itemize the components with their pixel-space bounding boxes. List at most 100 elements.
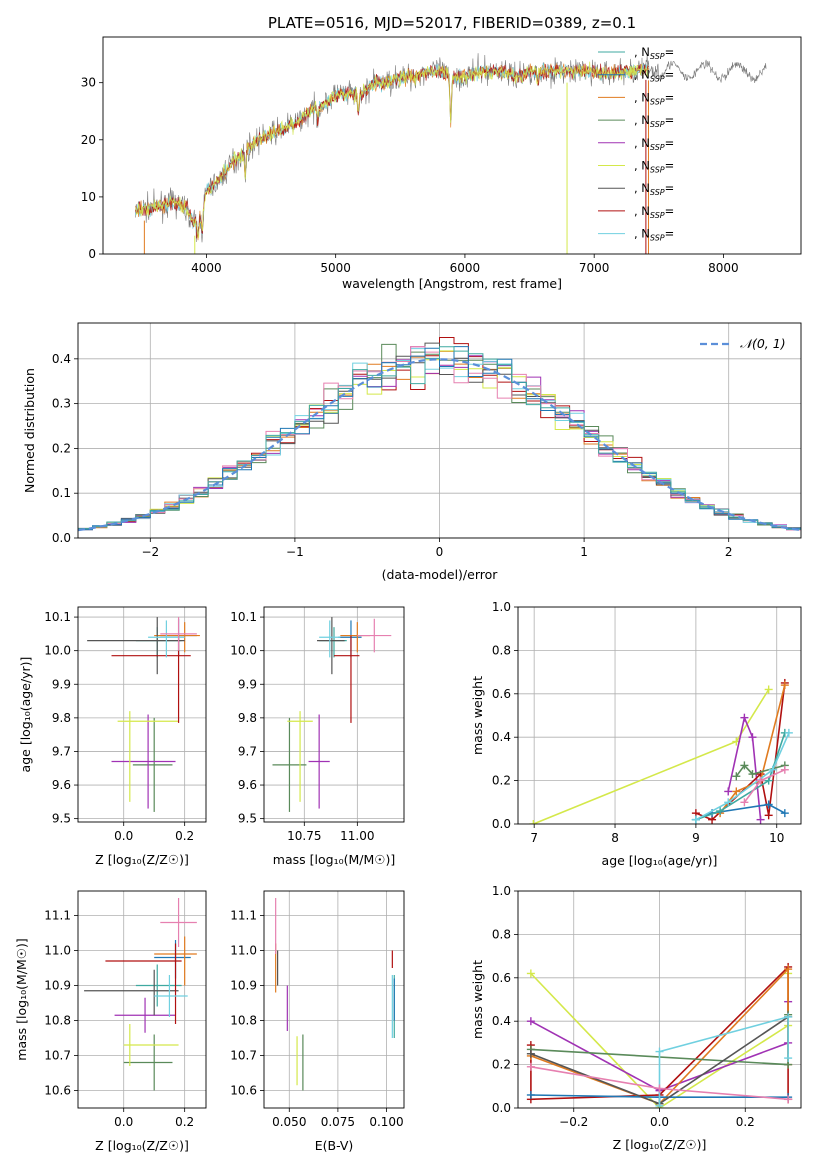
x-tick-label: 0.075 [321, 1115, 355, 1129]
x-tick-label: −2 [141, 545, 159, 559]
legend-label: , NSSP= [634, 113, 674, 129]
y-tick-label: 10.9 [44, 979, 71, 993]
legend-nssp-eq: = [665, 159, 675, 173]
legend-nssp-prefix: , N [634, 68, 650, 82]
y-tick-label: 9.7 [52, 744, 71, 758]
y-tick-label: 10.8 [44, 1014, 71, 1028]
x-axis-label: Z [log₁₀(Z/Z☉)] [613, 1137, 707, 1152]
x-tick-label: 7 [530, 831, 538, 845]
legend-nssp-eq: = [665, 181, 675, 195]
x-tick-label: 0.0 [114, 829, 133, 843]
axes-frame [263, 606, 405, 823]
legend-nssp-prefix: , N [634, 113, 650, 127]
y-tick-label: 0.4 [492, 1014, 511, 1028]
y-tick-label: 9.9 [238, 677, 257, 691]
y-tick-label: 0.2 [492, 774, 511, 788]
y-tick-label: 9.8 [52, 711, 71, 725]
plot-area [78, 891, 206, 1108]
x-tick-label: 0.2 [736, 1115, 755, 1129]
legend-label: 𝒩(0, 1) [740, 336, 786, 351]
x-tick-label: 6000 [450, 261, 481, 275]
x-tick-label: 10.75 [287, 829, 321, 843]
legend-nssp-eq: = [665, 45, 675, 59]
legend-label: , NSSP= [634, 68, 674, 84]
y-tick-label: 20 [81, 133, 96, 147]
legend-nssp-eq: = [665, 136, 675, 150]
x-axis-label: Z [log₁₀(Z/Z☉)] [95, 852, 189, 867]
x-tick-label: 0.0 [114, 1115, 133, 1129]
y-tick-label: 10.6 [44, 1084, 71, 1098]
legend-nssp-sub: SSP [650, 52, 665, 61]
legend-label: , NSSP= [634, 204, 674, 220]
x-tick-label: 2 [725, 545, 733, 559]
x-axis-label: wavelength [Angstrom, rest frame] [342, 276, 562, 291]
legend-nssp-sub: SSP [650, 143, 665, 152]
y-tick-label: 0.4 [52, 352, 71, 366]
legend-nssp-eq: = [665, 227, 675, 241]
mass-weight-line [735, 764, 786, 777]
y-axis-label: age [log₁₀(age/yr)] [18, 657, 33, 773]
legend-nssp-sub: SSP [650, 97, 665, 106]
y-tick-label: 11.0 [44, 944, 71, 958]
y-tick-label: 9.7 [238, 744, 257, 758]
age-vs-mass-panel: 10.75 11.00 9.5 9.6 9.7 9.8 9.9 10.0 10.1 mass [l… [230, 606, 405, 867]
x-tick-label: 7000 [579, 261, 610, 275]
y-tick-label: 0.1 [52, 486, 71, 500]
model-spectrum-line [135, 61, 649, 239]
mass-weight-line [533, 689, 770, 824]
legend-nssp-sub: SSP [650, 166, 665, 175]
y-tick-label: 9.6 [238, 778, 257, 792]
legend-nssp-prefix: , N [634, 90, 650, 104]
y-tick-label: 11.1 [230, 909, 257, 923]
x-axis-label: E(B-V) [315, 1138, 354, 1153]
legend-nssp-eq: = [665, 68, 675, 82]
y-tick-label: 9.9 [52, 677, 71, 691]
legend-nssp-sub: SSP [650, 211, 665, 220]
x-tick-label: 0.0 [650, 1115, 669, 1129]
y-tick-label: 0.0 [52, 531, 71, 545]
figure-title: PLATE=0516, MJD=52017, FIBERID=0389, z=0… [268, 14, 636, 32]
legend-nssp-prefix: , N [634, 204, 650, 218]
x-tick-label: 5000 [320, 261, 351, 275]
legend-nssp-prefix: , N [634, 136, 650, 150]
mass-weight-line [695, 732, 786, 821]
y-tick-label: 11.0 [230, 944, 257, 958]
legend-nssp-sub: SSP [650, 234, 665, 243]
x-tick-label: 4000 [191, 261, 222, 275]
legend-nssp-sub: SSP [650, 188, 665, 197]
y-tick-label: 0 [88, 247, 96, 261]
y-tick-label: 0.0 [492, 817, 511, 831]
mass-vs-metallicity-panel: 0.0 0.2 10.6 10.7 10.8 10.9 11.0 11.1 Z [log₁₀(Z… [14, 890, 207, 1153]
mass-weight-line [719, 684, 786, 814]
axes-frame [517, 606, 802, 825]
x-tick-label: 8 [611, 831, 619, 845]
legend-label: , NSSP= [634, 181, 674, 197]
mass-weight-vs-age-panel: 7 8 9 10 0.0 0.2 0.4 0.6 0.8 1.0 age [log₁₀(age/yr… [470, 600, 802, 868]
x-tick-label: 9 [692, 831, 700, 845]
legend-nssp-prefix: , N [634, 227, 650, 241]
y-tick-label: 30 [81, 76, 96, 90]
x-tick-label: 0.050 [272, 1115, 306, 1129]
legend-nssp-prefix: , N [634, 159, 650, 173]
y-tick-label: 10.0 [230, 644, 257, 658]
y-tick-label: 10.9 [230, 979, 257, 993]
x-tick-label: 10 [769, 831, 784, 845]
y-tick-label: 11.1 [44, 909, 71, 923]
axes-frame [263, 890, 405, 1109]
y-tick-label: 10.8 [230, 1014, 257, 1028]
y-tick-label: 0.6 [492, 971, 511, 985]
plot-area [134, 53, 767, 254]
age-vs-metallicity-panel: 0.0 0.2 9.5 9.6 9.7 9.8 9.9 10.0 10.1 Z [log₁₀(Z/… [18, 606, 207, 867]
plot-area [78, 607, 206, 822]
model-spectrum-line [135, 63, 649, 241]
legend-nssp-sub: SSP [650, 75, 665, 84]
plot-area [264, 891, 404, 1108]
y-axis-label: mass [log₁₀(M/M☉)] [14, 938, 29, 1060]
legend-label: , NSSP= [634, 159, 674, 175]
y-tick-label: 10.1 [44, 610, 71, 624]
legend-nssp-eq: = [665, 113, 675, 127]
x-tick-label: 0.100 [369, 1115, 403, 1129]
y-axis-label: Normed distribution [22, 368, 37, 493]
mass-weight-vs-metallicity-panel: −0.2 0.0 0.2 0.0 0.2 0.4 0.6 0.8 1.0 Z [log₁₀(Z/Z… [470, 884, 802, 1152]
x-tick-label: 1 [580, 545, 588, 559]
